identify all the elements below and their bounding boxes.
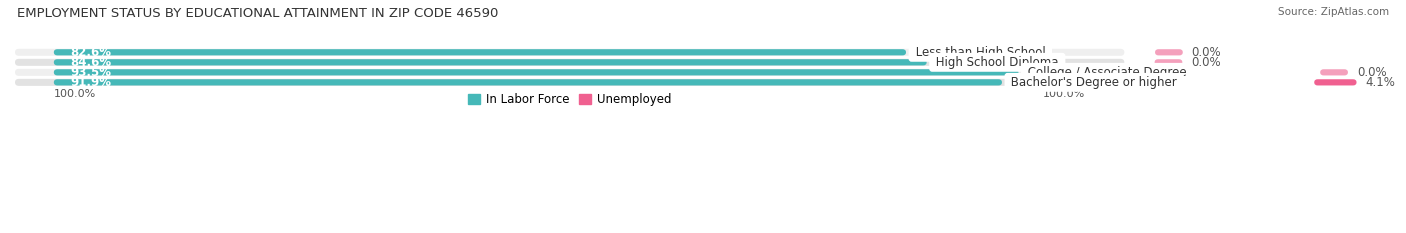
Text: 100.0%: 100.0% [1043,89,1085,99]
Text: Source: ZipAtlas.com: Source: ZipAtlas.com [1278,7,1389,17]
FancyBboxPatch shape [15,69,1125,76]
Text: 0.0%: 0.0% [1192,46,1222,59]
FancyBboxPatch shape [15,49,1125,56]
Text: 82.6%: 82.6% [70,46,111,59]
FancyBboxPatch shape [53,49,905,55]
Text: EMPLOYMENT STATUS BY EDUCATIONAL ATTAINMENT IN ZIP CODE 46590: EMPLOYMENT STATUS BY EDUCATIONAL ATTAINM… [17,7,498,20]
Text: 0.0%: 0.0% [1357,66,1386,79]
FancyBboxPatch shape [15,59,1125,66]
FancyBboxPatch shape [15,79,1125,86]
Text: 0.0%: 0.0% [1191,56,1220,69]
FancyBboxPatch shape [1315,79,1357,86]
Text: 4.1%: 4.1% [1365,76,1395,89]
FancyBboxPatch shape [1320,69,1348,75]
Text: Bachelor's Degree or higher: Bachelor's Degree or higher [1008,76,1181,89]
FancyBboxPatch shape [1156,49,1182,55]
FancyBboxPatch shape [53,69,1018,75]
FancyBboxPatch shape [53,59,927,65]
Text: 91.9%: 91.9% [70,76,111,89]
Legend: In Labor Force, Unemployed: In Labor Force, Unemployed [464,88,676,111]
Text: College / Associate Degree: College / Associate Degree [1024,66,1191,79]
FancyBboxPatch shape [53,79,1002,86]
Text: 100.0%: 100.0% [53,89,96,99]
Text: 84.6%: 84.6% [70,56,111,69]
Text: 93.5%: 93.5% [70,66,111,79]
FancyBboxPatch shape [1154,59,1182,65]
Text: High School Diploma: High School Diploma [932,56,1063,69]
Text: Less than High School: Less than High School [911,46,1049,59]
